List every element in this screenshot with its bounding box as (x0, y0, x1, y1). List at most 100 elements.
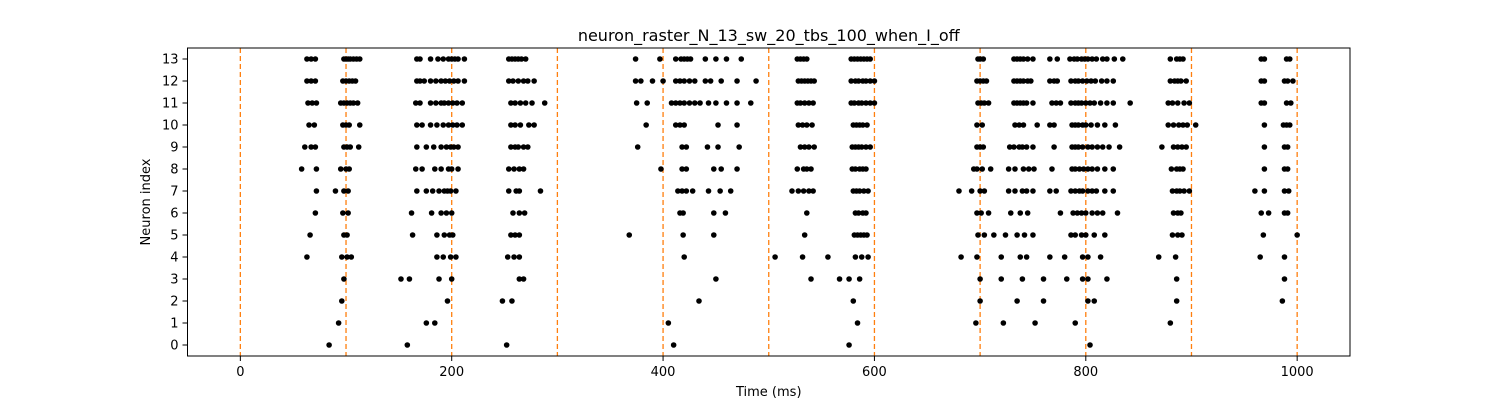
y-tick-label: 3 (170, 273, 178, 288)
spike-point (980, 56, 987, 62)
spike-point (1114, 210, 1121, 216)
spike-point (1082, 232, 1089, 238)
spike-point (1261, 56, 1268, 62)
spike-point (522, 100, 529, 106)
spike-point (446, 78, 453, 84)
spike-point (865, 254, 871, 260)
spike-point (448, 210, 455, 216)
spike-point (956, 188, 962, 194)
spike-point (505, 78, 512, 84)
spike-point (1085, 298, 1091, 304)
spike-point (434, 232, 440, 238)
spike-point (313, 188, 320, 194)
spike-point (454, 122, 460, 128)
spike-point (723, 56, 730, 62)
spike-point (438, 166, 444, 172)
x-tick-label: 200 (439, 365, 464, 380)
spike-point (801, 100, 808, 106)
spike-point (443, 210, 450, 216)
spike-point (974, 210, 980, 216)
spike-point (1281, 188, 1288, 194)
spike-point (806, 144, 812, 150)
spike-point (858, 100, 865, 106)
spike-point (441, 232, 448, 238)
spike-point (1019, 144, 1026, 150)
spike-point (516, 166, 523, 172)
spike-point (836, 276, 843, 282)
spike-point (1000, 320, 1007, 326)
spike-point (338, 254, 345, 260)
spike-point (1079, 144, 1086, 150)
spike-point (863, 210, 869, 216)
spike-point (520, 78, 527, 84)
y-tick-label: 1 (170, 317, 178, 332)
spike-point (679, 144, 685, 150)
spike-point (846, 342, 852, 348)
spike-point (510, 210, 516, 216)
spike-point (449, 100, 456, 106)
spike-point (1106, 144, 1112, 150)
spike-point (1006, 144, 1013, 150)
spike-point (414, 144, 420, 150)
spike-point (455, 144, 461, 150)
spike-point (1093, 56, 1100, 62)
spike-point (345, 210, 351, 216)
spike-point (1085, 276, 1091, 282)
spike-point (459, 100, 466, 106)
spike-point (443, 144, 450, 150)
spike-point (789, 188, 795, 194)
spike-point (1023, 188, 1030, 194)
spike-point (1094, 122, 1101, 128)
spike-point (414, 122, 420, 128)
spike-point (356, 56, 363, 62)
spike-point (454, 100, 460, 106)
spike-point (681, 78, 688, 84)
spike-point (1049, 166, 1055, 172)
spike-point (461, 78, 468, 84)
spike-point (312, 56, 319, 62)
spike-point (1016, 122, 1023, 128)
spike-point (736, 144, 742, 150)
spike-point (444, 298, 451, 304)
spike-point (722, 210, 729, 216)
spike-point (1054, 78, 1061, 84)
spike-point (973, 320, 979, 326)
x-tick-label: 800 (1073, 365, 1098, 380)
spike-point (308, 56, 314, 62)
spike-point (1174, 144, 1181, 150)
spike-point (340, 210, 346, 216)
y-tick-label: 11 (162, 97, 179, 112)
spike-point (1031, 166, 1037, 172)
spike-point (681, 254, 688, 260)
spike-point (850, 298, 857, 304)
spike-point (1007, 210, 1014, 216)
spike-point (1116, 144, 1123, 150)
spike-point (338, 298, 345, 304)
spike-point (696, 298, 702, 304)
spike-point (871, 100, 878, 106)
spike-point (417, 78, 423, 84)
spike-point (312, 210, 319, 216)
spike-point (1057, 100, 1064, 106)
spike-point (441, 100, 448, 106)
y-tick-label: 10 (162, 119, 179, 134)
spike-point (794, 166, 801, 172)
spike-point (1085, 188, 1091, 194)
spike-point (1261, 144, 1268, 150)
spike-point (438, 144, 444, 150)
spike-point (985, 100, 992, 106)
spike-point (806, 188, 812, 194)
spike-point (511, 166, 517, 172)
spike-point (658, 166, 664, 172)
spike-point (1284, 144, 1291, 150)
spike-point (801, 232, 808, 238)
spike-point (1170, 210, 1177, 216)
spike-point (1072, 232, 1079, 238)
spike-point (434, 122, 440, 128)
spike-point (987, 166, 994, 172)
spike-point (1178, 210, 1184, 216)
spike-point (686, 100, 693, 106)
spike-point (867, 56, 874, 62)
